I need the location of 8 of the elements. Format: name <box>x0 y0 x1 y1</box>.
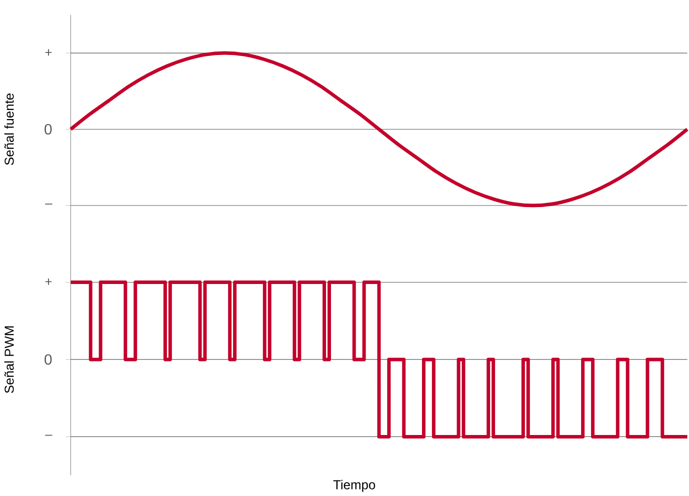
text: + <box>45 278 52 285</box>
y-axis-title: Señal PWM <box>4 326 14 393</box>
text: + <box>45 49 52 56</box>
text: – <box>45 434 52 436</box>
x-axis-title: Tiempo <box>333 480 376 492</box>
text: 0 <box>44 354 52 365</box>
text: 0 <box>44 124 52 134</box>
y-axis-title: Señal fuente <box>4 93 14 165</box>
